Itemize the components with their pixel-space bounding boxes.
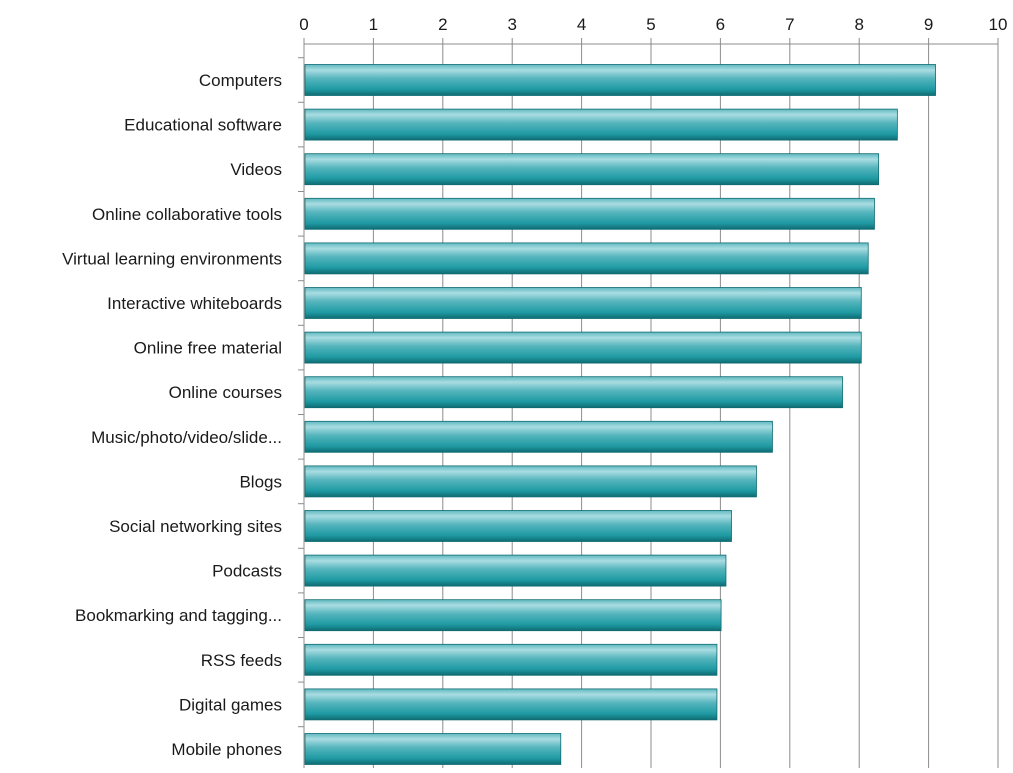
category-label: Music/photo/video/slide... [91,428,282,447]
bar-online-courses [304,376,843,409]
x-tick-label: 0 [299,15,308,34]
bar-bookmarking-and-tagging [304,599,722,632]
category-label: Computers [199,71,282,90]
category-label: Online free material [134,339,282,358]
bar-virtual-learning-environments [304,242,869,275]
bar-podcasts [304,554,727,587]
x-tick-label: 2 [438,15,447,34]
category-label: Online courses [169,383,282,402]
x-tick-label: 5 [646,15,655,34]
category-label: Online collaborative tools [92,205,282,224]
category-label: Social networking sites [109,517,282,536]
x-axis-ticks: 0 1 2 3 4 5 6 7 8 9 10 [299,15,1008,45]
x-tick-label: 1 [369,15,378,34]
category-label: Interactive whiteboards [107,294,282,313]
bars [304,64,936,765]
bar-mobile-phones [304,733,562,765]
category-label: Podcasts [212,562,282,581]
x-tick-label: 6 [716,15,725,34]
bar-digital-games [304,688,718,721]
bar-blogs [304,465,757,498]
x-tick-label: 7 [785,15,794,34]
bar-computers [304,64,936,96]
x-tick-label: 4 [577,15,586,34]
category-label: Digital games [179,695,282,714]
category-label: Blogs [239,472,282,491]
x-tick-label: 8 [854,15,863,34]
category-label: Bookmarking and tagging... [75,606,282,625]
category-label: Videos [230,160,282,179]
x-tick-label: 9 [924,15,933,34]
category-label: Mobile phones [171,740,282,759]
bar-interactive-whiteboards [304,287,862,319]
x-tick-label: 3 [507,15,516,34]
category-labels: Computers Educational software Videos Onlin… [62,71,282,759]
bar-online-collaborative-tools [304,197,875,230]
bar-educational-software [304,108,898,141]
category-label: Educational software [124,116,282,135]
x-tick-label: 10 [989,15,1008,34]
category-label: Virtual learning environments [62,249,282,268]
bar-music-photo-video-slide [304,420,773,453]
bar-rss-feeds [304,643,718,676]
bar-social-networking-sites [304,510,732,542]
category-label: RSS feeds [201,651,282,670]
bar-online-free-material [304,331,862,364]
bar-videos [304,153,880,186]
